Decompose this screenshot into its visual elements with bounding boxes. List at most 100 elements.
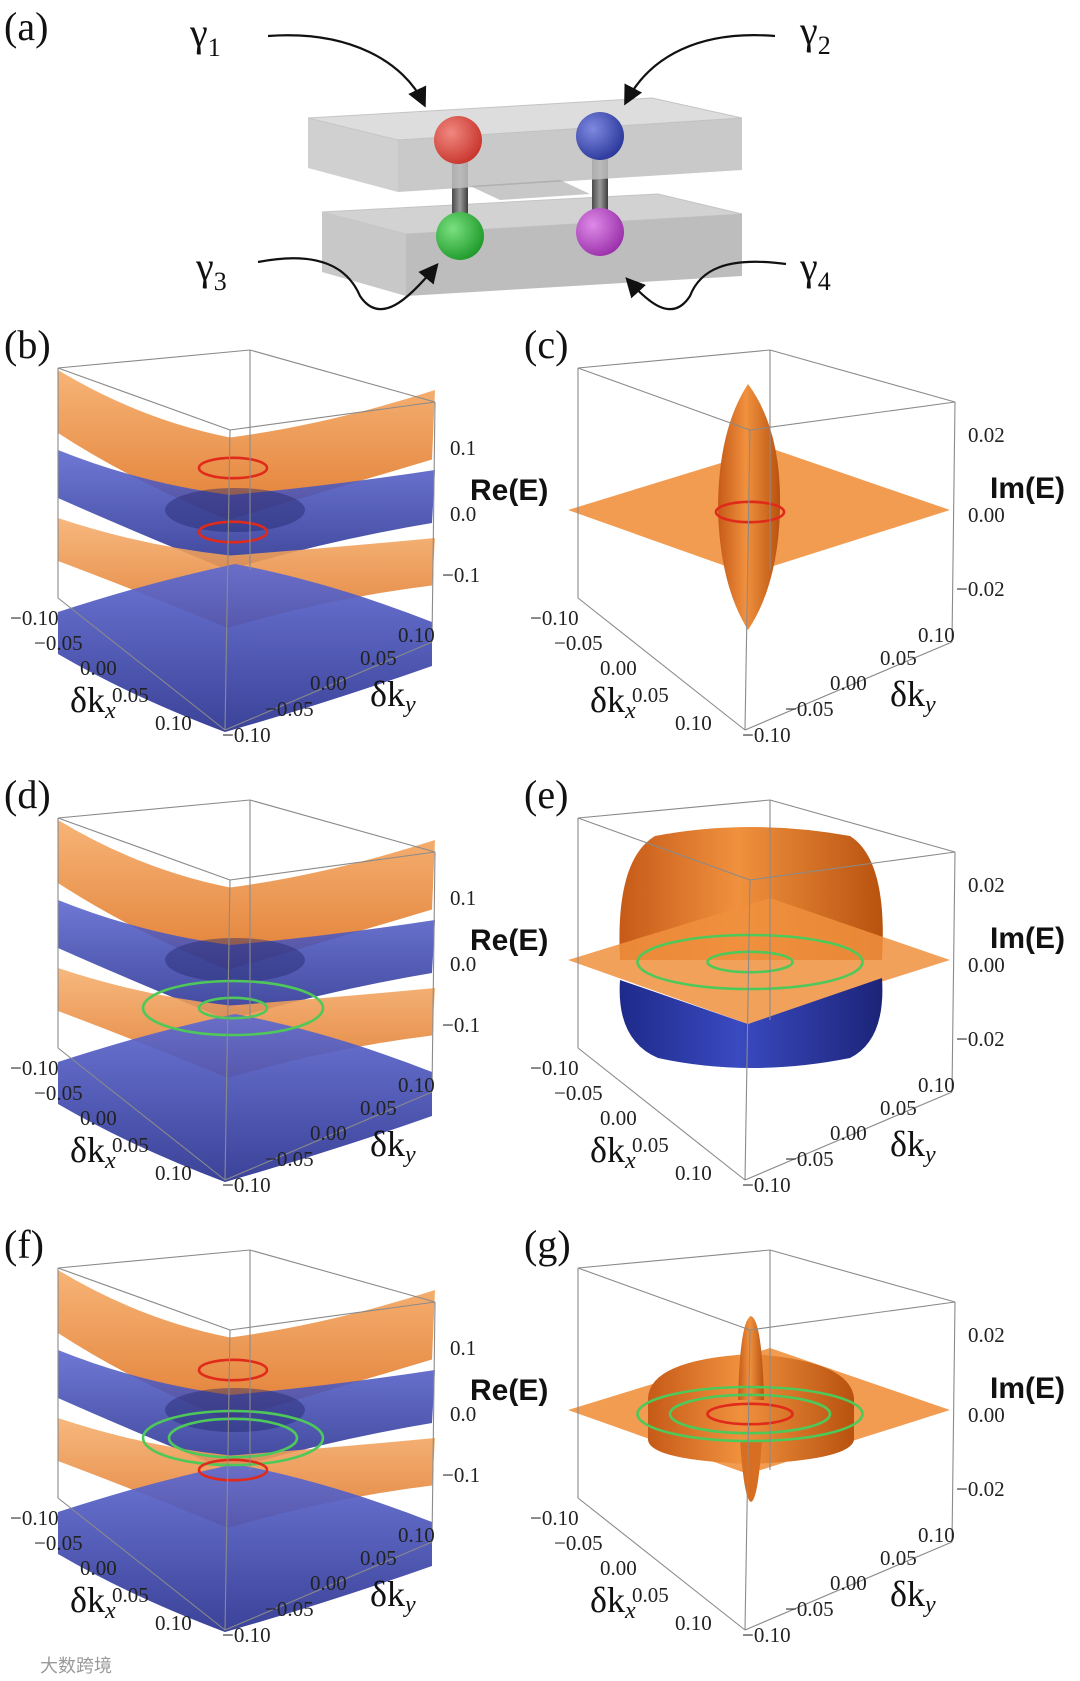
surface-band-4	[58, 1464, 432, 1632]
box-edge	[224, 879, 231, 1181]
box-edge	[749, 1301, 956, 1331]
box-edge	[249, 799, 436, 853]
panel-a: (a) γ1 γ2 γ3 γ4	[4, 4, 831, 311]
box-edge	[577, 367, 751, 431]
ky-tick: 0.10	[918, 623, 955, 647]
kx-tick: 0.00	[80, 656, 117, 680]
ky-tick: −0.05	[785, 1147, 834, 1171]
gamma-1-label: γ1	[189, 10, 221, 62]
im-tick: 0.02	[968, 873, 1005, 897]
kx-tick: 0.00	[80, 1556, 117, 1580]
panel-b: (b)0.10.0−0.1Re(E)−0.10−0.050.000.050.10…	[4, 322, 548, 747]
im-tick: 0.00	[968, 503, 1005, 527]
ky-tick: 0.05	[880, 1546, 917, 1570]
im-tick: −0.02	[956, 1477, 1005, 1501]
panel-g: (g)0.020.00−0.02Im(E)−0.10−0.050.000.050…	[524, 1222, 1065, 1647]
ring-medium	[167, 1417, 299, 1459]
ky-tick: −0.10	[742, 1173, 791, 1197]
box-edge	[577, 349, 771, 369]
surface-band-4	[58, 1014, 432, 1182]
kx-tick: 0.05	[112, 1583, 149, 1607]
kx-tick: −0.05	[554, 631, 603, 655]
ky-axis-label: δky	[370, 674, 416, 718]
kx-tick: −0.05	[554, 1531, 603, 1555]
kx-tick: −0.05	[34, 1531, 83, 1555]
band-gap-shade	[165, 488, 305, 532]
re-tick: 0.1	[450, 886, 476, 910]
surface-band-2	[58, 900, 435, 1020]
kx-tick: −0.05	[34, 631, 83, 655]
ring-small	[706, 950, 794, 974]
re-tick: 0.0	[450, 952, 476, 976]
ky-tick: 0.00	[830, 671, 867, 695]
surface-band-2	[58, 450, 435, 570]
ky-tick: −0.05	[265, 1147, 314, 1171]
im-tick: 0.02	[968, 1323, 1005, 1347]
kx-tick: 0.00	[600, 656, 637, 680]
ky-tick: 0.10	[398, 623, 435, 647]
panel-a-label: (a)	[4, 4, 48, 49]
arrow-gamma-1	[267, 34, 427, 108]
im-tick: −0.02	[956, 577, 1005, 601]
ring-small	[714, 500, 786, 524]
kx-tick: −0.05	[34, 1081, 83, 1105]
ky-tick: 0.10	[398, 1523, 435, 1547]
box-edge	[577, 1047, 746, 1181]
ky-tick: −0.05	[265, 697, 314, 721]
kx-tick: −0.10	[10, 1506, 59, 1530]
surface-band-4	[58, 564, 432, 732]
kx-tick: 0.10	[675, 711, 712, 735]
ky-tick: 0.00	[310, 671, 347, 695]
panel-g-label: (g)	[524, 1222, 571, 1267]
kx-axis-label: δkx	[590, 1130, 636, 1174]
ky-tick: 0.10	[918, 1523, 955, 1547]
box-edge	[769, 799, 956, 853]
re-tick: 0.1	[450, 436, 476, 460]
panel-d: (d)0.10.0−0.1Re(E)−0.10−0.050.000.050.10…	[4, 772, 548, 1197]
kx-axis-label: δkx	[70, 1580, 116, 1624]
box-edge	[744, 1329, 751, 1631]
watermark: 大数跨境	[40, 1656, 112, 1677]
box-edge	[744, 1541, 953, 1631]
box-edge	[224, 1091, 433, 1181]
box-edge	[57, 597, 226, 731]
ring-small	[197, 456, 269, 480]
top-slab	[307, 97, 743, 200]
box-edge	[951, 1301, 956, 1543]
box-edge	[577, 799, 771, 819]
box-edge	[57, 1047, 226, 1181]
sphere-gamma-1	[434, 116, 482, 164]
arrow-gamma-3	[257, 257, 439, 311]
ring-small	[197, 996, 269, 1020]
box-edge	[749, 401, 956, 431]
box-edge	[431, 401, 436, 643]
im-tick: 0.00	[968, 1403, 1005, 1427]
re-tick: −0.1	[442, 1463, 480, 1487]
kx-tick: −0.10	[10, 606, 59, 630]
im-axis-label: Im(E)	[990, 922, 1065, 955]
ky-tick: −0.05	[785, 697, 834, 721]
panel-e-label: (e)	[524, 772, 568, 817]
re-axis-label: Re(E)	[470, 924, 548, 957]
box-edge	[577, 1249, 771, 1269]
gamma-4-label: γ4	[799, 244, 831, 296]
ky-tick: 0.05	[880, 1096, 917, 1120]
im-tick: 0.00	[968, 953, 1005, 977]
re-tick: 0.0	[450, 1402, 476, 1426]
torus-surface	[648, 1354, 854, 1464]
kx-tick: 0.00	[600, 1556, 637, 1580]
kx-tick: 0.05	[632, 1583, 669, 1607]
box-edge	[229, 1301, 436, 1331]
ky-tick: −0.10	[222, 1623, 271, 1647]
ring-small	[197, 1358, 269, 1382]
box-edge	[749, 851, 956, 881]
box-edge	[431, 1301, 436, 1543]
kx-tick: 0.00	[600, 1106, 637, 1130]
ky-tick: −0.05	[785, 1597, 834, 1621]
ky-axis-label: δky	[890, 1124, 936, 1168]
im-axis-label: Im(E)	[990, 1372, 1065, 1405]
panel-d-label: (d)	[4, 772, 51, 817]
ky-tick: 0.05	[360, 646, 397, 670]
kx-tick: 0.05	[112, 1133, 149, 1157]
ky-axis-label: δky	[890, 674, 936, 718]
